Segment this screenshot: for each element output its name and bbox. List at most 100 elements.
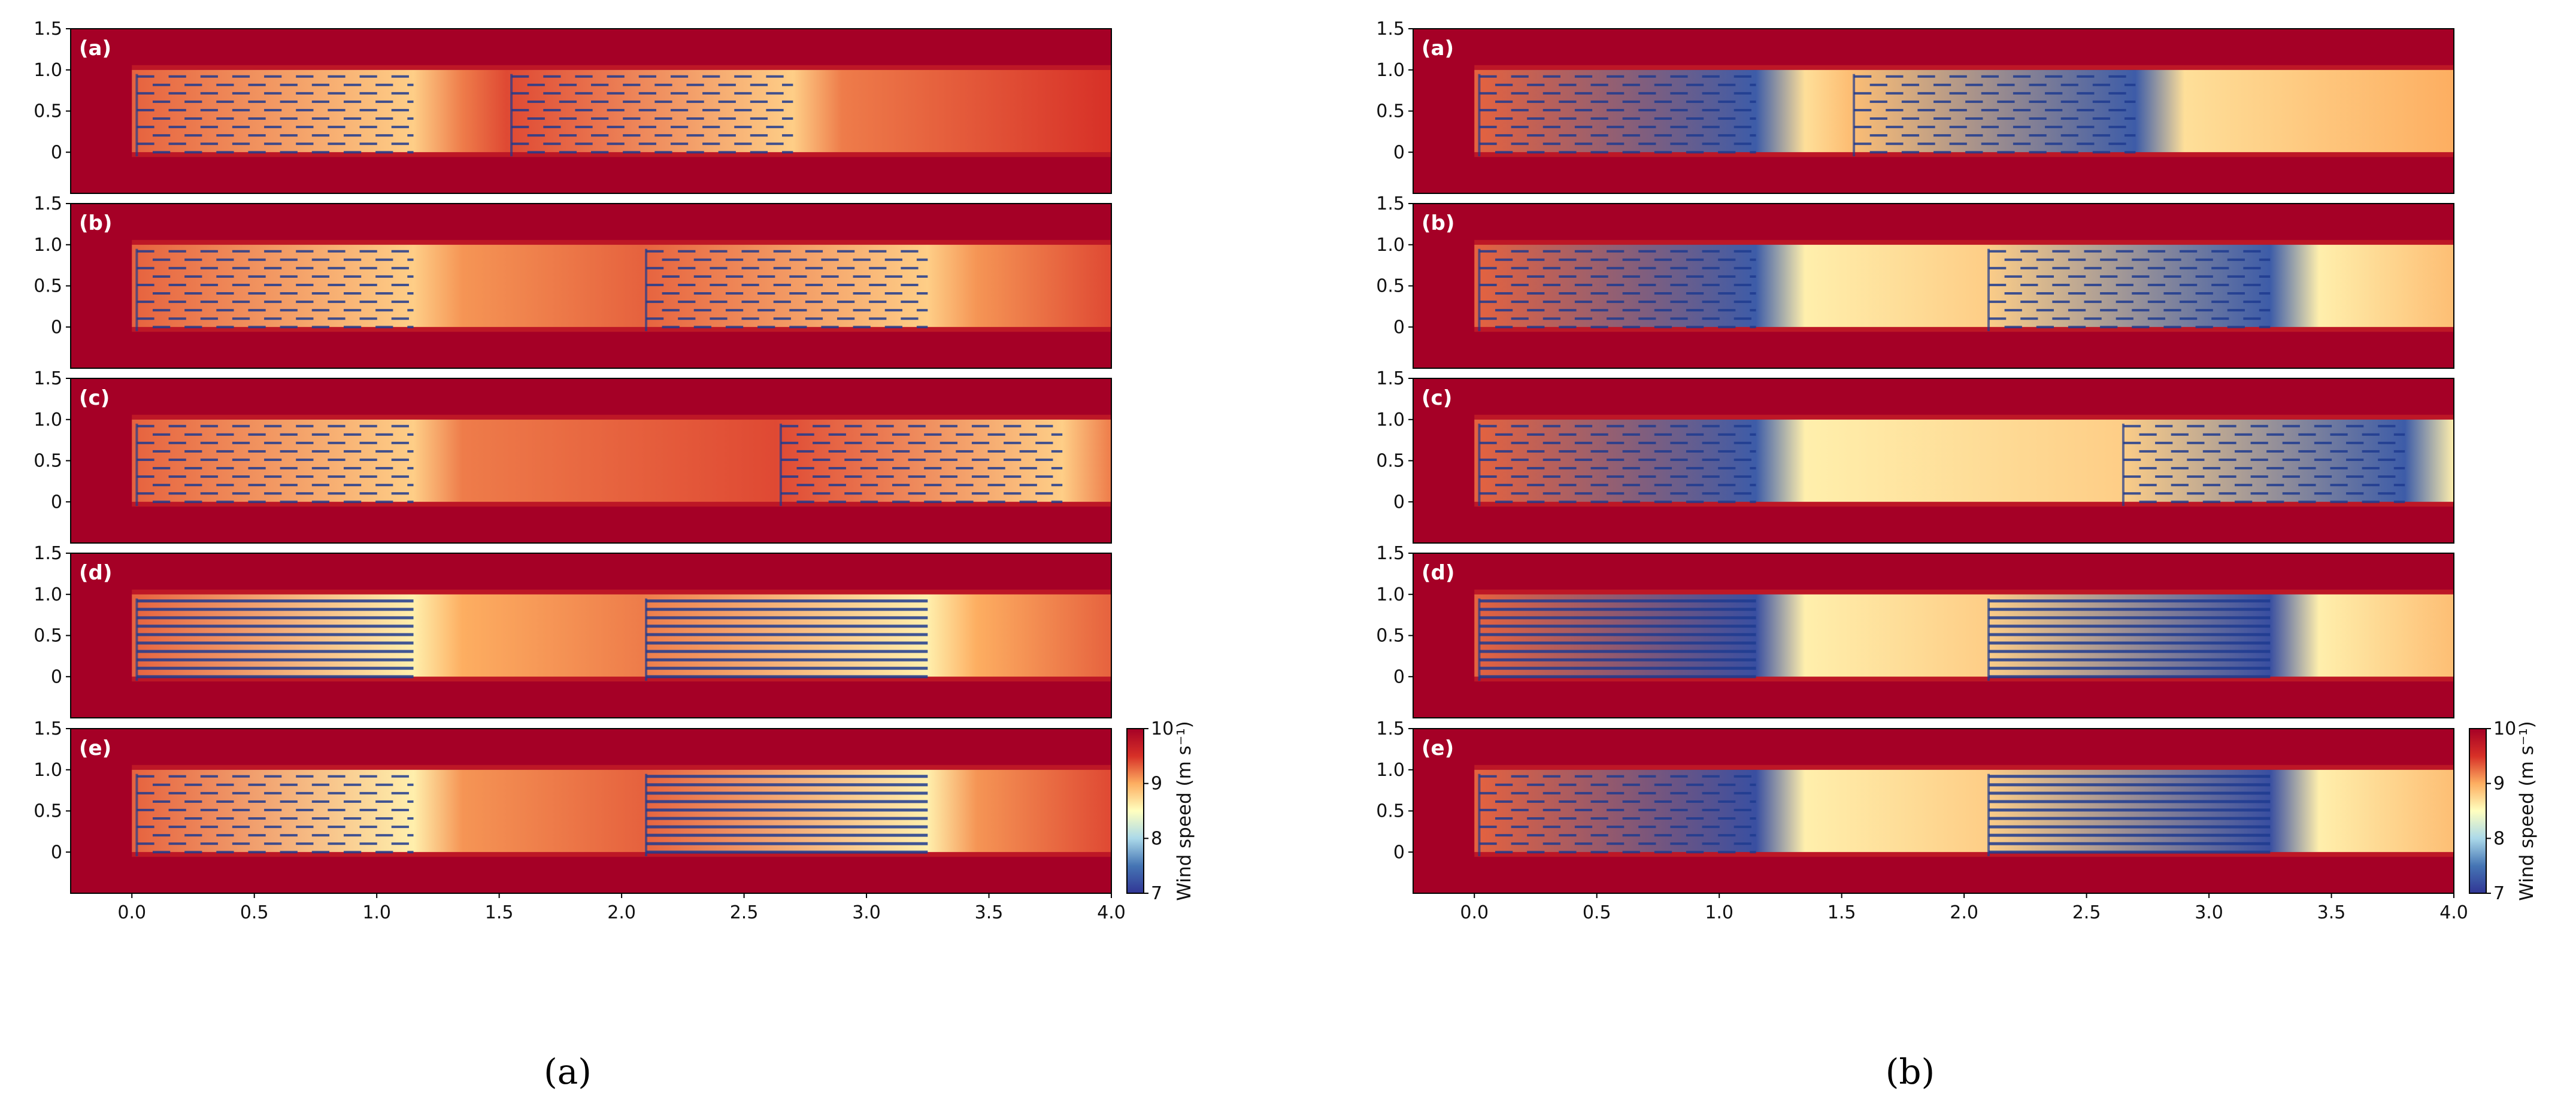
turbine-wake-streak — [311, 450, 330, 453]
turbine-wake-streak — [670, 108, 689, 111]
turbine-wake-streak — [1670, 142, 1688, 145]
turbine-wake-streak — [168, 808, 186, 811]
turbine-wake-streak — [343, 484, 362, 487]
turbine-wake-streak — [1654, 851, 1672, 854]
turbine-wake-streak — [1559, 258, 1577, 261]
turbine-wake-streak — [1886, 108, 1904, 111]
turbine-wake-streak — [391, 808, 409, 811]
turbine-wake-streak — [2139, 467, 2157, 470]
turbine-wake-streak — [1750, 326, 1756, 329]
turbine-wake-streak — [796, 433, 814, 436]
turbine-wake-streak — [264, 142, 282, 145]
turbine-wake-streak — [2029, 134, 2047, 137]
y-tick-label: 1.0 — [34, 60, 62, 81]
turbine-row-streak — [137, 666, 414, 670]
y-tick-label: 0 — [1393, 492, 1405, 512]
turbine-wake-streak — [2139, 433, 2157, 436]
turbine-wake-streak — [152, 800, 171, 803]
turbine-wake-streak — [2100, 309, 2118, 312]
turbine-wake-streak — [407, 151, 414, 154]
farm-leading-edge — [135, 774, 138, 857]
turbine-wake-streak — [734, 75, 752, 78]
turbine-row-streak — [1989, 608, 2271, 611]
turbine-wake-streak — [200, 142, 218, 145]
colorbar-scale — [1126, 728, 1144, 894]
turbine-wake-streak — [1949, 108, 1967, 111]
wake-edge-top — [1474, 239, 2454, 245]
turbine-wake-streak — [407, 433, 414, 436]
turbine-wake-streak — [1622, 151, 1640, 154]
turbine-wake-streak — [718, 134, 736, 137]
turbine-row-streak — [646, 833, 928, 837]
turbine-wake-streak — [1654, 117, 1672, 120]
y-tick-label: 0 — [51, 842, 62, 863]
turbine-wake-streak — [216, 501, 234, 504]
turbine-wake-streak — [1686, 275, 1704, 278]
turbine-wake-streak — [343, 100, 362, 103]
y-tick-label: 0.5 — [1376, 276, 1405, 297]
turbine-wake-streak — [391, 283, 409, 286]
turbine-wake-streak — [1479, 317, 1497, 320]
turbine-wake-streak — [200, 458, 218, 461]
turbine-wake-streak — [296, 108, 314, 111]
farm-leading-edge — [135, 598, 138, 681]
turbine-wake-streak — [575, 108, 593, 111]
turbine-wake-streak — [407, 800, 414, 803]
turbine-wake-streak — [1702, 75, 1720, 78]
turbine-wake-streak — [1854, 142, 1872, 145]
turbine-row-streak — [1989, 783, 2271, 787]
turbine-row-streak — [1479, 650, 1756, 653]
farm-leading-edge — [779, 423, 782, 506]
turbine-wake-streak — [1607, 250, 1625, 253]
turbine-wake-streak — [311, 309, 330, 312]
turbine-wake-streak — [1686, 117, 1704, 120]
turbine-wake-streak — [1542, 317, 1560, 320]
turbine-wake-streak — [805, 266, 823, 269]
turbine-row-streak — [646, 675, 928, 678]
turbine-wake-streak — [264, 250, 282, 253]
turbine-wake-streak — [2227, 326, 2245, 329]
turbine-wake-streak — [407, 275, 414, 278]
turbine-wake-streak — [1734, 301, 1751, 304]
y-tick-label: 1.5 — [34, 19, 62, 40]
turbine-wake-streak — [1654, 834, 1672, 837]
turbine-wake-streak — [1527, 817, 1545, 820]
turbine-wake-streak — [2243, 283, 2261, 286]
wake-edge-bottom — [1474, 677, 2454, 682]
turbine-wake-streak — [2187, 458, 2205, 461]
turbine-wake-streak — [1574, 266, 1593, 269]
turbine-wake-streak — [2013, 108, 2031, 111]
turbine-wake-streak — [1622, 309, 1640, 312]
turbine-wake-streak — [200, 283, 218, 286]
turbine-wake-streak — [2029, 100, 2047, 103]
turbine-wake-streak — [343, 783, 362, 786]
turbine-wake-streak — [766, 75, 784, 78]
turbine-wake-streak — [702, 126, 720, 129]
turbine-wake-streak — [2171, 433, 2189, 436]
turbine-wake-streak — [860, 501, 878, 504]
turbine-wake-streak — [2393, 484, 2405, 487]
farm-leading-edge — [1853, 74, 1856, 157]
turbine-wake-streak — [2330, 433, 2348, 436]
turbine-wake-streak — [137, 92, 154, 95]
turbine-wake-streak — [1035, 492, 1053, 495]
turbine-wake-streak — [607, 108, 625, 111]
turbine-wake-streak — [2013, 126, 2031, 129]
turbine-wake-streak — [2195, 292, 2213, 295]
turbine-wake-streak — [1917, 75, 1935, 78]
turbine-wake-streak — [280, 275, 298, 278]
turbine-wake-streak — [678, 250, 696, 253]
turbine-wake-streak — [1590, 501, 1608, 504]
x-tick-label: 0.0 — [1460, 902, 1489, 923]
turbine-wake-streak — [2077, 92, 2095, 95]
turbine-wake-streak — [168, 791, 186, 794]
turbine-wake-streak — [343, 326, 362, 329]
turbine-wake-streak — [1590, 450, 1608, 453]
turbine-wake-streak — [2250, 424, 2268, 427]
turbine-wake-streak — [757, 309, 775, 312]
turbine-wake-streak — [2330, 450, 2348, 453]
turbine-wake-streak — [821, 309, 839, 312]
turbine-wake-streak — [1622, 484, 1640, 487]
turbine-wake-streak — [924, 433, 942, 436]
farm-leading-edge — [2122, 423, 2125, 506]
